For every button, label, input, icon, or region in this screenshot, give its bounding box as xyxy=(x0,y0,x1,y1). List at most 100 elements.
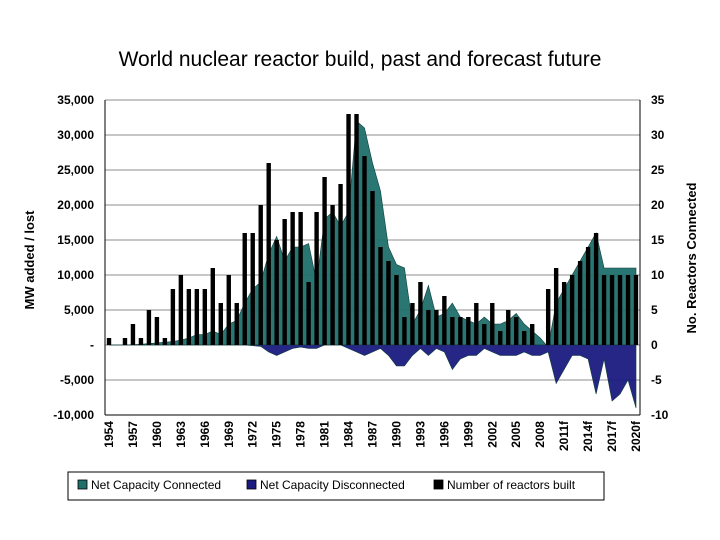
reactor-bar xyxy=(553,268,559,345)
y-tick-label: -10,000 xyxy=(53,408,94,422)
reactor-bar xyxy=(130,324,136,345)
x-axis-ticks: 1954 1957 1960 1963 1966 1969 1972 1975 1978 1981… xyxy=(102,420,643,452)
reactor-bar xyxy=(362,156,367,345)
x-tick-label: 2008 xyxy=(533,421,547,448)
reactor-bar xyxy=(298,212,303,345)
y2-tick-label: 0 xyxy=(651,338,658,352)
x-tick-label: 1963 xyxy=(174,421,188,448)
reactor-bar xyxy=(426,310,431,345)
reactor-bar xyxy=(530,324,535,345)
reactor-bar xyxy=(186,289,192,345)
reactor-bar xyxy=(545,289,551,345)
x-tick-label: 2017f xyxy=(605,420,619,452)
reactor-bar xyxy=(154,317,160,345)
reactor-bar xyxy=(569,275,575,345)
y2-tick-label: 10 xyxy=(651,268,665,282)
reactor-bar xyxy=(585,247,591,345)
reactor-bar xyxy=(146,310,152,345)
legend-swatch-net-capacity-connected xyxy=(77,479,88,490)
reactor-bar xyxy=(250,233,255,345)
x-tick-label: 1966 xyxy=(198,421,212,448)
reactor-bar xyxy=(506,310,511,345)
reactor-bar xyxy=(194,289,200,345)
x-tick-label: 1993 xyxy=(413,421,427,448)
reactor-bar xyxy=(625,275,631,345)
reactor-bar xyxy=(202,289,208,345)
y-tick-label: - xyxy=(90,338,94,352)
reactor-bar xyxy=(617,275,623,345)
y-axis-title: MW added / lost xyxy=(22,210,37,310)
y2-tick-label: 20 xyxy=(651,198,665,212)
x-tick-label: 1999 xyxy=(461,421,475,448)
reactor-bar xyxy=(162,338,168,345)
x-tick-label: 2014f xyxy=(581,420,595,452)
reactor-bar xyxy=(514,317,519,345)
reactor-bar xyxy=(577,261,583,345)
reactor-bar xyxy=(402,317,407,345)
x-tick-label: 2005 xyxy=(509,421,523,448)
reactor-bar xyxy=(234,303,239,345)
reactor-bars xyxy=(106,114,639,345)
x-tick-label: 1978 xyxy=(294,421,308,448)
y2-tick-label: 15 xyxy=(651,233,665,247)
reactor-bar xyxy=(593,233,599,345)
right-axis-ticks: 35 30 25 20 15 10 5 0 -5 -10 xyxy=(651,93,669,422)
reactor-bar xyxy=(474,303,479,345)
x-tick-label: 1957 xyxy=(126,421,140,448)
x-tick-label: 1996 xyxy=(437,421,451,448)
reactor-bar xyxy=(601,275,607,345)
reactor-bar xyxy=(450,317,455,345)
x-tick-label: 1960 xyxy=(150,421,164,448)
reactor-bar xyxy=(178,275,184,345)
reactor-bar xyxy=(122,338,128,345)
reactor-bar xyxy=(490,303,495,345)
reactor-bar xyxy=(218,303,223,345)
y-tick-label: 20,000 xyxy=(57,198,94,212)
legend-swatch-number-of-reactors-built xyxy=(433,479,444,490)
y2-tick-label: -10 xyxy=(651,408,669,422)
x-tick-label: 1990 xyxy=(389,421,403,448)
x-tick-label: 1984 xyxy=(342,421,356,448)
axes xyxy=(104,100,641,416)
reactor-bar xyxy=(354,114,359,345)
reactor-bar xyxy=(242,233,247,345)
x-tick-label: 1975 xyxy=(270,421,284,448)
legend-box xyxy=(67,471,605,501)
legend-swatch-net-capacity-disconnected xyxy=(246,479,257,490)
x-tick-label: 1987 xyxy=(366,421,380,448)
reactor-bar xyxy=(274,240,279,345)
reactor-bar xyxy=(498,331,503,345)
y-tick-label: 5,000 xyxy=(64,303,94,317)
reactor-bar xyxy=(418,282,423,345)
reactor-bar xyxy=(466,317,471,345)
reactor-bar xyxy=(370,191,375,345)
reactor-bar xyxy=(210,268,215,345)
legend-label-net-capacity-connected: Net Capacity Connected xyxy=(91,478,221,492)
reactor-bar xyxy=(226,275,231,345)
reactor-bar xyxy=(394,275,399,345)
reactor-bar xyxy=(482,324,487,345)
y2-tick-label: 30 xyxy=(651,128,665,142)
reactor-bar xyxy=(170,289,176,345)
y2-tick-label: -5 xyxy=(651,373,662,387)
reactor-bar xyxy=(306,282,311,345)
reactor-bar xyxy=(442,296,447,345)
net-capacity-disconnected-area xyxy=(108,344,637,409)
reactor-bar xyxy=(282,219,287,345)
chart-title: World nuclear reactor build, past and fo… xyxy=(119,48,602,71)
left-axis-ticks: 35,000 30,000 25,000 20,000 15,000 10,000 5,00… xyxy=(53,93,94,422)
reactor-bar xyxy=(138,338,144,345)
reactor-bar xyxy=(378,247,383,345)
y-tick-label: 15,000 xyxy=(57,233,94,247)
reactor-bar xyxy=(290,212,295,345)
reactor-bar xyxy=(458,317,463,345)
reactor-bar xyxy=(322,177,327,345)
y2-axis-title: No. Reactors Connected xyxy=(684,182,699,333)
y-tick-label: 35,000 xyxy=(57,93,94,107)
legend-label-net-capacity-disconnected: Net Capacity Disconnected xyxy=(260,478,405,492)
y2-tick-label: 35 xyxy=(651,93,665,107)
y2-tick-label: 25 xyxy=(651,163,665,177)
x-tick-label: 1954 xyxy=(102,421,116,448)
y-tick-label: 10,000 xyxy=(57,268,94,282)
